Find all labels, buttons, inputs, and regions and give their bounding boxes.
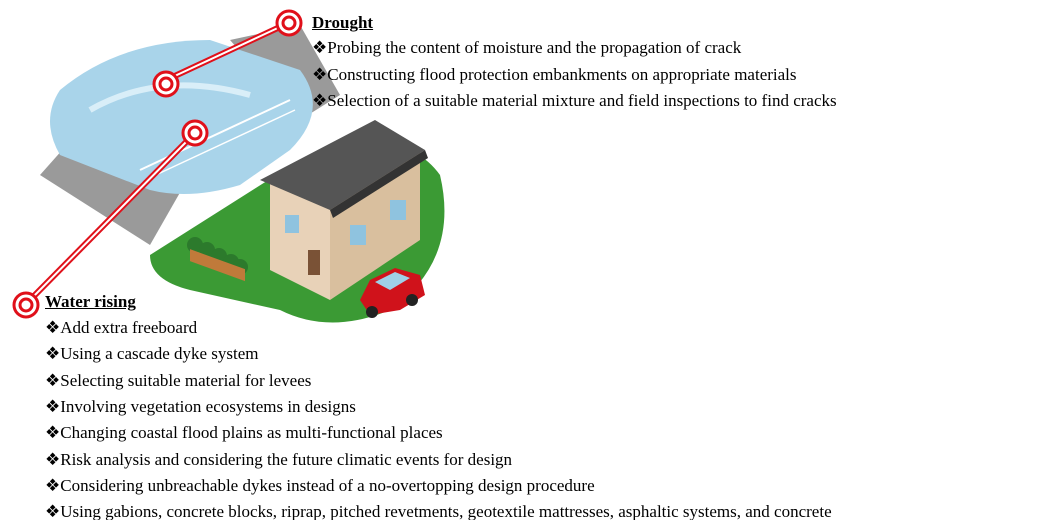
page: Drought ❖Probing the content of moisture… <box>0 0 1039 520</box>
list-item: ❖Changing coastal flood plains as multi-… <box>45 423 443 443</box>
list-item: ❖Constructing flood protection embankmen… <box>312 65 797 85</box>
list-item: ❖Involving vegetation ecosystems in desi… <box>45 397 356 417</box>
list-item: ❖Probing the content of moisture and the… <box>312 38 741 58</box>
list-item: ❖Using a cascade dyke system <box>45 344 259 364</box>
water-rising-title: Water rising <box>45 292 136 312</box>
list-item: ❖Considering unbreachable dykes instead … <box>45 476 595 496</box>
list-item: ❖Add extra freeboard <box>45 318 197 338</box>
drought-title: Drought <box>312 13 373 33</box>
list-item: ❖Selection of a suitable material mixtur… <box>312 91 837 111</box>
list-item: ❖Using gabions, concrete blocks, riprap,… <box>45 502 832 520</box>
list-item: ❖Risk analysis and considering the futur… <box>45 450 512 470</box>
list-item: ❖Selecting suitable material for levees <box>45 371 311 391</box>
